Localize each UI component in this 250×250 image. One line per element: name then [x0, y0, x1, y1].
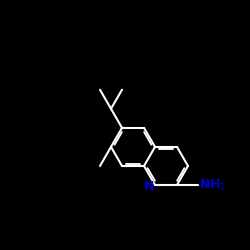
Text: NH$_2$: NH$_2$: [199, 178, 226, 192]
Text: N: N: [144, 180, 154, 193]
